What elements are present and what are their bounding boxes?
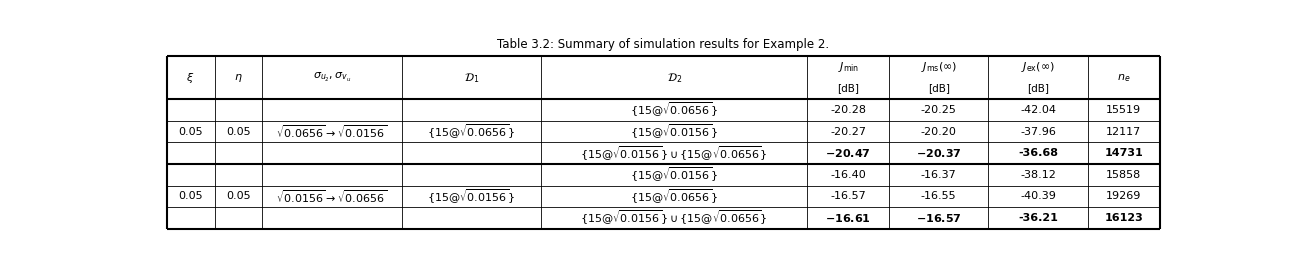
Text: $\{15@\sqrt{0.0656}\}$: $\{15@\sqrt{0.0656}\}$ (427, 122, 515, 141)
Text: $\{15@\sqrt{0.0156}\} \cup \{15@\sqrt{0.0656}\}$: $\{15@\sqrt{0.0156}\} \cup \{15@\sqrt{0.… (580, 209, 767, 227)
Text: 15858: 15858 (1106, 170, 1141, 180)
Text: $\mathbf{-16.57}$: $\mathbf{-16.57}$ (916, 212, 961, 224)
Text: [dB]: [dB] (928, 83, 950, 93)
Text: -42.04: -42.04 (1020, 105, 1056, 115)
Text: 0.05: 0.05 (226, 191, 251, 201)
Text: $J_{\mathrm{ex}}(\infty)$: $J_{\mathrm{ex}}(\infty)$ (1021, 60, 1055, 74)
Text: -16.55: -16.55 (921, 191, 956, 201)
Text: $\mathbf{-16.61}$: $\mathbf{-16.61}$ (826, 212, 871, 224)
Text: -20.27: -20.27 (831, 127, 866, 137)
Text: $n_e$: $n_e$ (1117, 72, 1131, 84)
Text: 19269: 19269 (1106, 191, 1141, 201)
Text: -20.25: -20.25 (921, 105, 956, 115)
Text: $\{15@\sqrt{0.0156}\}$: $\{15@\sqrt{0.0156}\}$ (427, 187, 515, 206)
Text: $\eta$: $\eta$ (234, 72, 243, 84)
Text: -38.12: -38.12 (1020, 170, 1056, 180)
Text: 0.05: 0.05 (179, 127, 203, 137)
Text: $\{15@\sqrt{0.0656}\}$: $\{15@\sqrt{0.0656}\}$ (630, 101, 718, 119)
Text: 0.05: 0.05 (226, 127, 251, 137)
Text: -20.28: -20.28 (831, 105, 866, 115)
Text: -36.68: -36.68 (1018, 148, 1058, 158)
Text: 15519: 15519 (1106, 105, 1141, 115)
Text: -36.21: -36.21 (1018, 213, 1058, 223)
Text: 14731: 14731 (1104, 148, 1143, 158)
Text: -16.37: -16.37 (921, 170, 956, 180)
Text: $\mathcal{D}_1$: $\mathcal{D}_1$ (463, 71, 479, 84)
Text: $\{15@\sqrt{0.0156}\}$: $\{15@\sqrt{0.0156}\}$ (630, 166, 718, 184)
Text: [dB]: [dB] (1027, 83, 1049, 93)
Text: $\{15@\sqrt{0.0656}\}$: $\{15@\sqrt{0.0656}\}$ (630, 187, 718, 206)
Text: -16.40: -16.40 (831, 170, 866, 180)
Text: 0.05: 0.05 (179, 191, 203, 201)
Text: $\mathbf{-20.37}$: $\mathbf{-20.37}$ (916, 147, 961, 159)
Text: $J_{\min}$: $J_{\min}$ (837, 60, 859, 74)
Text: $\sigma_{u_2}, \sigma_{v_u}$: $\sigma_{u_2}, \sigma_{v_u}$ (313, 71, 351, 84)
Text: -16.57: -16.57 (831, 191, 866, 201)
Text: $\sqrt{0.0656} \rightarrow \sqrt{0.0156}$: $\sqrt{0.0656} \rightarrow \sqrt{0.0156}… (277, 123, 387, 140)
Text: Table 3.2: Summary of simulation results for Example 2.: Table 3.2: Summary of simulation results… (497, 38, 829, 51)
Text: -37.96: -37.96 (1020, 127, 1056, 137)
Text: -20.20: -20.20 (921, 127, 956, 137)
Text: -40.39: -40.39 (1020, 191, 1056, 201)
Text: $\mathbf{-20.47}$: $\mathbf{-20.47}$ (826, 147, 871, 159)
Text: 12117: 12117 (1106, 127, 1141, 137)
Text: $\sqrt{0.0156} \rightarrow \sqrt{0.0656}$: $\sqrt{0.0156} \rightarrow \sqrt{0.0656}… (277, 188, 387, 205)
Text: $\mathcal{D}_2$: $\mathcal{D}_2$ (666, 71, 682, 84)
Text: 16123: 16123 (1104, 213, 1143, 223)
Text: [dB]: [dB] (837, 83, 859, 93)
Text: $\{15@\sqrt{0.0156}\} \cup \{15@\sqrt{0.0656}\}$: $\{15@\sqrt{0.0156}\} \cup \{15@\sqrt{0.… (580, 144, 767, 163)
Text: $\{15@\sqrt{0.0156}\}$: $\{15@\sqrt{0.0156}\}$ (630, 122, 718, 141)
Text: $\xi$: $\xi$ (186, 71, 195, 85)
Text: $J_{\mathrm{ms}}(\infty)$: $J_{\mathrm{ms}}(\infty)$ (921, 60, 956, 74)
